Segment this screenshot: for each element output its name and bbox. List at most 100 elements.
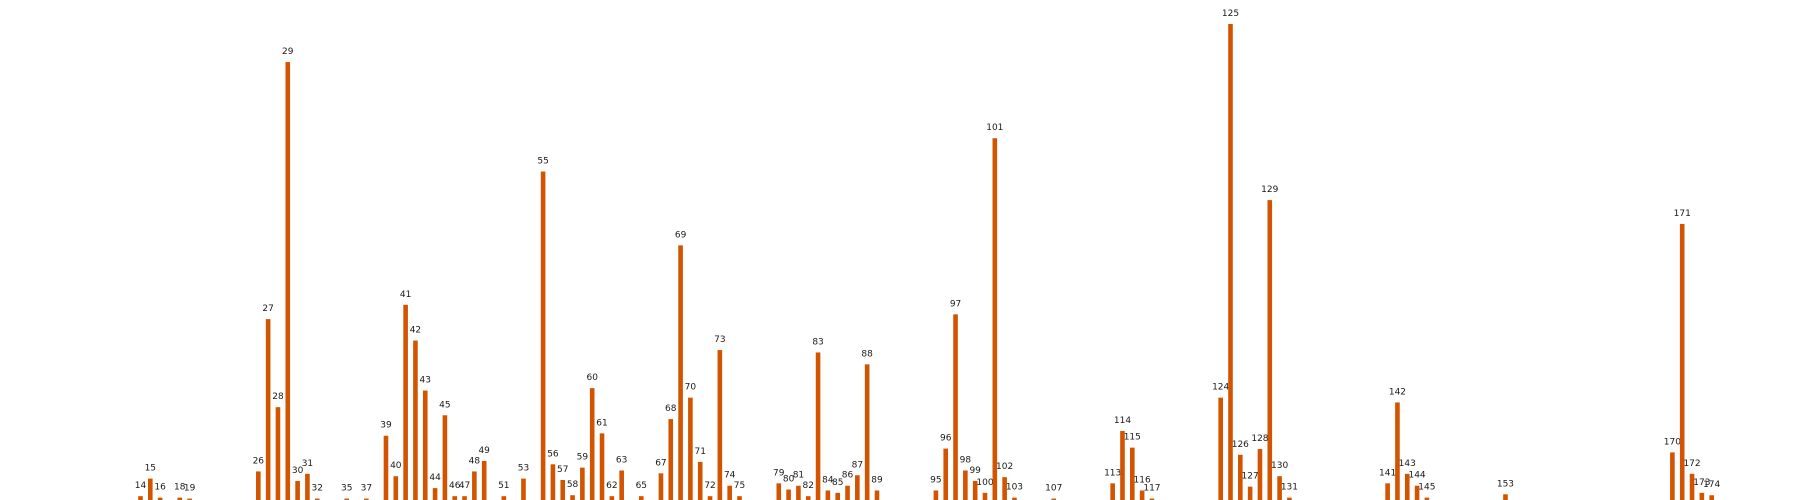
bar-84 [825,490,831,500]
bar-16 [157,497,163,500]
bar-128 [1257,449,1263,500]
bar-98 [963,470,968,500]
bar-label-41: 41 [400,290,411,300]
bar-label-56: 56 [547,449,559,459]
bar-100 [982,492,988,500]
bar-35 [344,498,349,500]
bar-label-16: 16 [154,483,166,493]
bar-label-153: 153 [1497,479,1514,489]
bar-79 [776,483,782,500]
bar-label-145: 145 [1418,483,1435,493]
bar-label-95: 95 [930,475,941,485]
bar-49 [481,460,487,500]
bar-30 [295,480,300,500]
bar-99 [972,480,978,500]
bar-173 [1699,492,1705,500]
bar-47 [462,496,467,500]
bar-label-79: 79 [773,468,785,478]
bar-label-32: 32 [312,484,323,494]
bar-42 [413,340,418,500]
bar-145 [1424,497,1430,500]
bar-label-61: 61 [596,418,607,428]
bar-46 [452,496,458,500]
bar-127 [1247,486,1253,500]
bar-label-115: 115 [1124,433,1141,443]
bar-label-174: 174 [1703,480,1720,490]
bar-144 [1414,485,1420,500]
bar-41 [403,304,408,500]
bar-label-141: 141 [1379,468,1396,478]
bar-label-116: 116 [1134,475,1151,485]
bar-85 [835,492,840,500]
bar-label-99: 99 [969,466,981,476]
bar-31 [305,473,310,500]
bar-label-127: 127 [1242,472,1259,482]
bar-label-60: 60 [586,373,598,383]
bar-58 [570,495,575,500]
bar-68 [668,419,674,500]
bar-171 [1679,223,1685,500]
bar-label-44: 44 [429,473,441,483]
bar-label-29: 29 [282,47,294,57]
bar-40 [393,476,399,500]
bar-label-69: 69 [675,230,687,240]
bar-80 [786,489,791,500]
bar-48 [472,471,477,500]
bar-label-53: 53 [518,464,529,474]
bar-label-87: 87 [852,460,863,470]
bar-label-89: 89 [871,475,883,485]
bar-label-103: 103 [1006,483,1023,493]
bar-62 [609,496,615,500]
bar-label-130: 130 [1271,461,1288,471]
bar-label-57: 57 [557,465,568,475]
bar-label-71: 71 [694,447,705,457]
bar-81 [796,485,801,500]
bar-label-84: 84 [822,475,834,485]
bar-117 [1149,498,1155,500]
bar-51 [501,496,507,500]
bar-124 [1218,397,1223,500]
bar-label-107: 107 [1045,484,1062,494]
bar-44 [432,488,438,500]
bar-label-62: 62 [606,481,617,491]
bar-83 [815,352,821,500]
bar-label-63: 63 [616,455,627,465]
bar-label-85: 85 [832,478,843,488]
bar-57 [560,480,566,500]
bar-69 [678,245,683,500]
bar-153 [1503,494,1508,500]
bar-59 [580,467,585,500]
bar-89 [874,490,880,500]
bar-56 [550,464,556,500]
bar-label-46: 46 [449,481,461,491]
bar-115 [1130,447,1135,500]
bar-32 [314,498,320,500]
bar-53 [521,478,526,500]
bar-101 [992,138,998,500]
bar-43 [422,390,428,500]
bar-37 [364,498,369,500]
bar-27 [265,319,271,500]
bar-label-113: 113 [1104,468,1121,478]
bar-label-171: 171 [1674,209,1691,219]
bar-label-75: 75 [734,481,745,491]
bar-82 [805,496,811,500]
bar-label-129: 129 [1261,185,1278,195]
bar-87 [855,475,860,500]
bar-114 [1120,430,1125,500]
bar-label-27: 27 [262,304,273,314]
bar-label-68: 68 [665,404,677,414]
bar-label-67: 67 [655,458,666,468]
bar-label-82: 82 [803,481,814,491]
bar-label-86: 86 [842,471,854,481]
bar-label-80: 80 [783,475,795,485]
bar-label-43: 43 [420,376,431,386]
bar-label-55: 55 [537,157,548,167]
bar-label-37: 37 [361,484,372,494]
bar-label-45: 45 [439,400,450,410]
bar-label-65: 65 [636,481,647,491]
bar-label-74: 74 [724,471,736,481]
bar-label-131: 131 [1281,483,1298,493]
bar-label-114: 114 [1114,416,1131,426]
